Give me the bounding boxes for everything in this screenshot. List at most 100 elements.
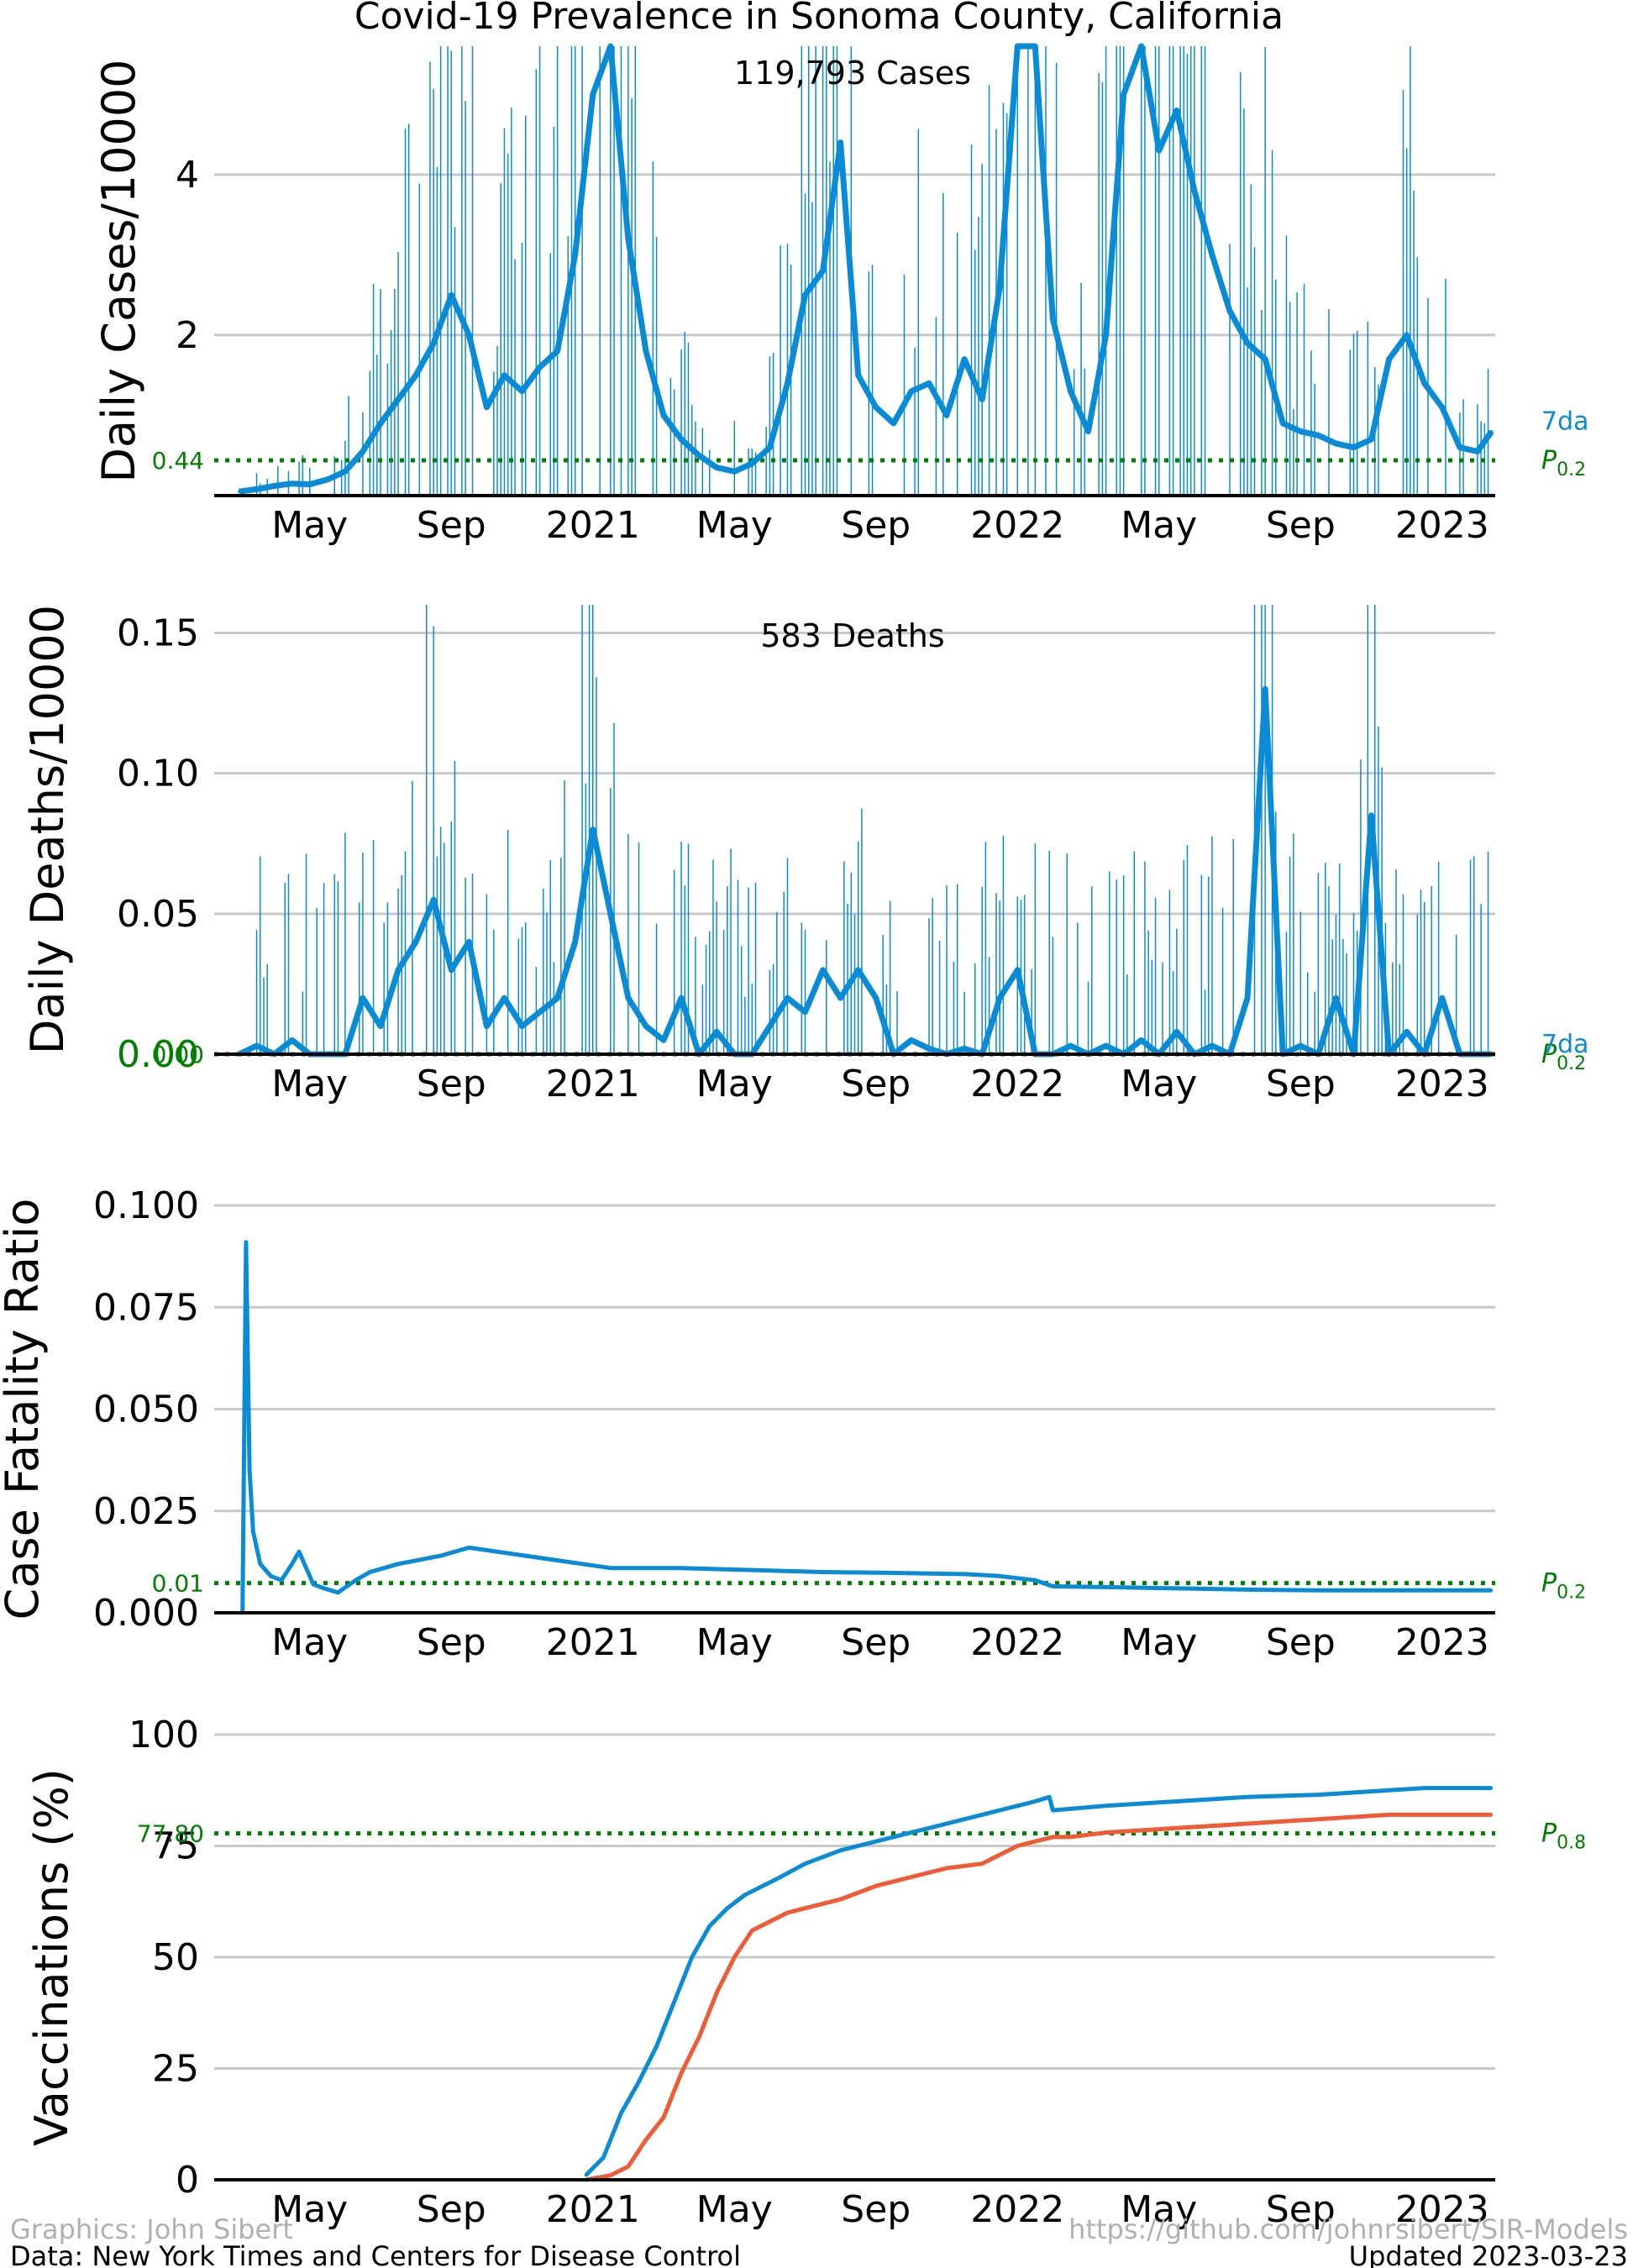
cases-data-point	[237, 490, 240, 493]
cases-data-point	[1281, 422, 1284, 425]
cases-data-point	[379, 422, 382, 425]
vaccinations-data-point	[673, 2000, 676, 2003]
cfr-data-point	[251, 1530, 255, 1533]
cases-data-point	[627, 237, 630, 240]
deaths-data-point	[538, 1011, 542, 1014]
cfr-data-point	[417, 1558, 421, 1562]
cases-data-point	[750, 462, 753, 465]
cases-data-point	[680, 438, 683, 441]
cfr-data-point	[552, 1558, 555, 1562]
y-tick-label: 75	[152, 1825, 199, 1868]
cfr-data-point	[1316, 1588, 1320, 1592]
vaccinations-data-point	[1105, 1804, 1108, 1808]
vaccinations-data-point	[1388, 1788, 1391, 1792]
x-tick-label: 2023	[1395, 1621, 1489, 1664]
cfr-data-point	[354, 1578, 358, 1582]
reference-p-label: P0.2	[1541, 1569, 1586, 1604]
deaths-data-point	[1105, 1044, 1108, 1047]
cases-data-point	[574, 253, 577, 256]
x-tick-label: Sep	[841, 1063, 911, 1105]
vaccinations-data-point	[1016, 1845, 1019, 1847]
x-tick-label: May	[696, 1621, 773, 1664]
updated-date: Updated 2023-03-23	[1349, 2240, 1628, 2268]
cfr-data-point	[467, 1546, 470, 1549]
deaths-data-point	[1016, 969, 1019, 972]
cfr-data-point	[323, 1587, 326, 1590]
cases-data-point	[361, 449, 365, 453]
reference-p-letter: P	[1541, 1569, 1557, 1599]
y-tick-label: 100	[129, 1714, 199, 1756]
cases-data-point	[591, 92, 595, 96]
cases-data-point	[1405, 333, 1409, 337]
credit-graphics: Graphics: John Sibert	[10, 2213, 293, 2245]
vaccinations-data-point	[690, 1956, 694, 1959]
x-tick-label: Sep	[417, 2188, 486, 2231]
y-tick-label: 25	[152, 2048, 199, 2091]
y-axis-title: Daily Cases/10000	[92, 59, 145, 482]
deaths-data-point	[1263, 687, 1267, 690]
y-tick-label: 4	[176, 154, 199, 197]
vaccinations-data-point	[743, 1893, 747, 1897]
x-tick-label: May	[696, 504, 773, 547]
x-tick-label: Sep	[1266, 1621, 1336, 1664]
x-tick-label: May	[1121, 1063, 1197, 1105]
cases-data-point	[1105, 333, 1108, 337]
cases-data-point	[1087, 430, 1090, 433]
vaccinations-data-point	[1105, 1831, 1108, 1835]
x-tick-label: 2021	[546, 1621, 640, 1664]
vaccinations-data-point	[768, 1920, 771, 1924]
cfr-data-point	[382, 1567, 386, 1570]
cases-data-point	[998, 286, 1001, 289]
x-tick-label: May	[1121, 2188, 1197, 2231]
vaccinations-data-point	[1388, 1813, 1391, 1816]
cfr-data-point	[297, 1550, 301, 1553]
vaccinations-data-point	[1047, 1795, 1051, 1798]
reference-p-letter: P	[1541, 1040, 1557, 1069]
cases-data-point	[1246, 341, 1249, 344]
x-tick-label: May	[271, 1063, 348, 1105]
cases-data-point	[644, 349, 648, 353]
deaths-data-point	[1068, 1044, 1072, 1047]
cfr-data-point	[892, 1571, 895, 1574]
reference-p-label: P0.2	[1541, 446, 1586, 480]
y-tick-label: 50	[152, 1936, 199, 1979]
panel-annotation: 119,793 Cases	[734, 55, 971, 92]
cases-data-point	[344, 470, 347, 473]
vaccinations-data-point	[1033, 1840, 1037, 1843]
deaths-data-point	[874, 996, 878, 1000]
cases-data-point	[1016, 45, 1019, 48]
reference-p-subscript: 0.2	[1557, 459, 1586, 480]
cases-data-point	[521, 390, 524, 393]
cases-data-point	[697, 454, 701, 457]
deaths-data-point	[644, 1025, 648, 1028]
cases-data-point	[467, 333, 470, 337]
deaths-data-point	[521, 1025, 524, 1028]
vaccinations-data-point	[1068, 1835, 1072, 1839]
cases-data-point	[556, 349, 559, 353]
cfr-series-0-line	[240, 1240, 1492, 1614]
vaccinations-data-point	[1316, 1793, 1320, 1797]
cfr-data-point	[1490, 1588, 1494, 1592]
x-tick-label: 2021	[546, 504, 640, 547]
vaccinations-data-point	[1051, 1835, 1054, 1839]
x-tick-label: 2022	[970, 2188, 1064, 2231]
vaccinations-data-point	[779, 1876, 782, 1879]
vaccinations-data-point	[980, 1862, 984, 1866]
x-tick-label: 2022	[970, 1063, 1064, 1105]
cfr-data-point	[244, 1241, 248, 1244]
cases-data-point	[892, 422, 895, 425]
cases-data-point	[1299, 430, 1302, 433]
vaccinations-series-1-line	[585, 1812, 1492, 2182]
vaccinations-data-point	[662, 2116, 665, 2119]
x-tick-label: Sep	[417, 1621, 486, 1664]
deaths-data-point	[1246, 996, 1249, 1000]
cases-data-point	[414, 374, 417, 377]
x-tick-label: 2022	[970, 504, 1064, 547]
y-tick-label: 0.000	[93, 1592, 199, 1635]
vaccinations-data-point	[627, 2165, 630, 2168]
repo-link[interactable]: https://github.com/johnrsibert/SIR-Model…	[1068, 2213, 1628, 2245]
deaths-data-point	[680, 996, 683, 1000]
x-tick-label: May	[696, 2188, 773, 2231]
x-tick-label: 2023	[1395, 504, 1489, 547]
y-tick-label: 0.100	[93, 1184, 199, 1227]
